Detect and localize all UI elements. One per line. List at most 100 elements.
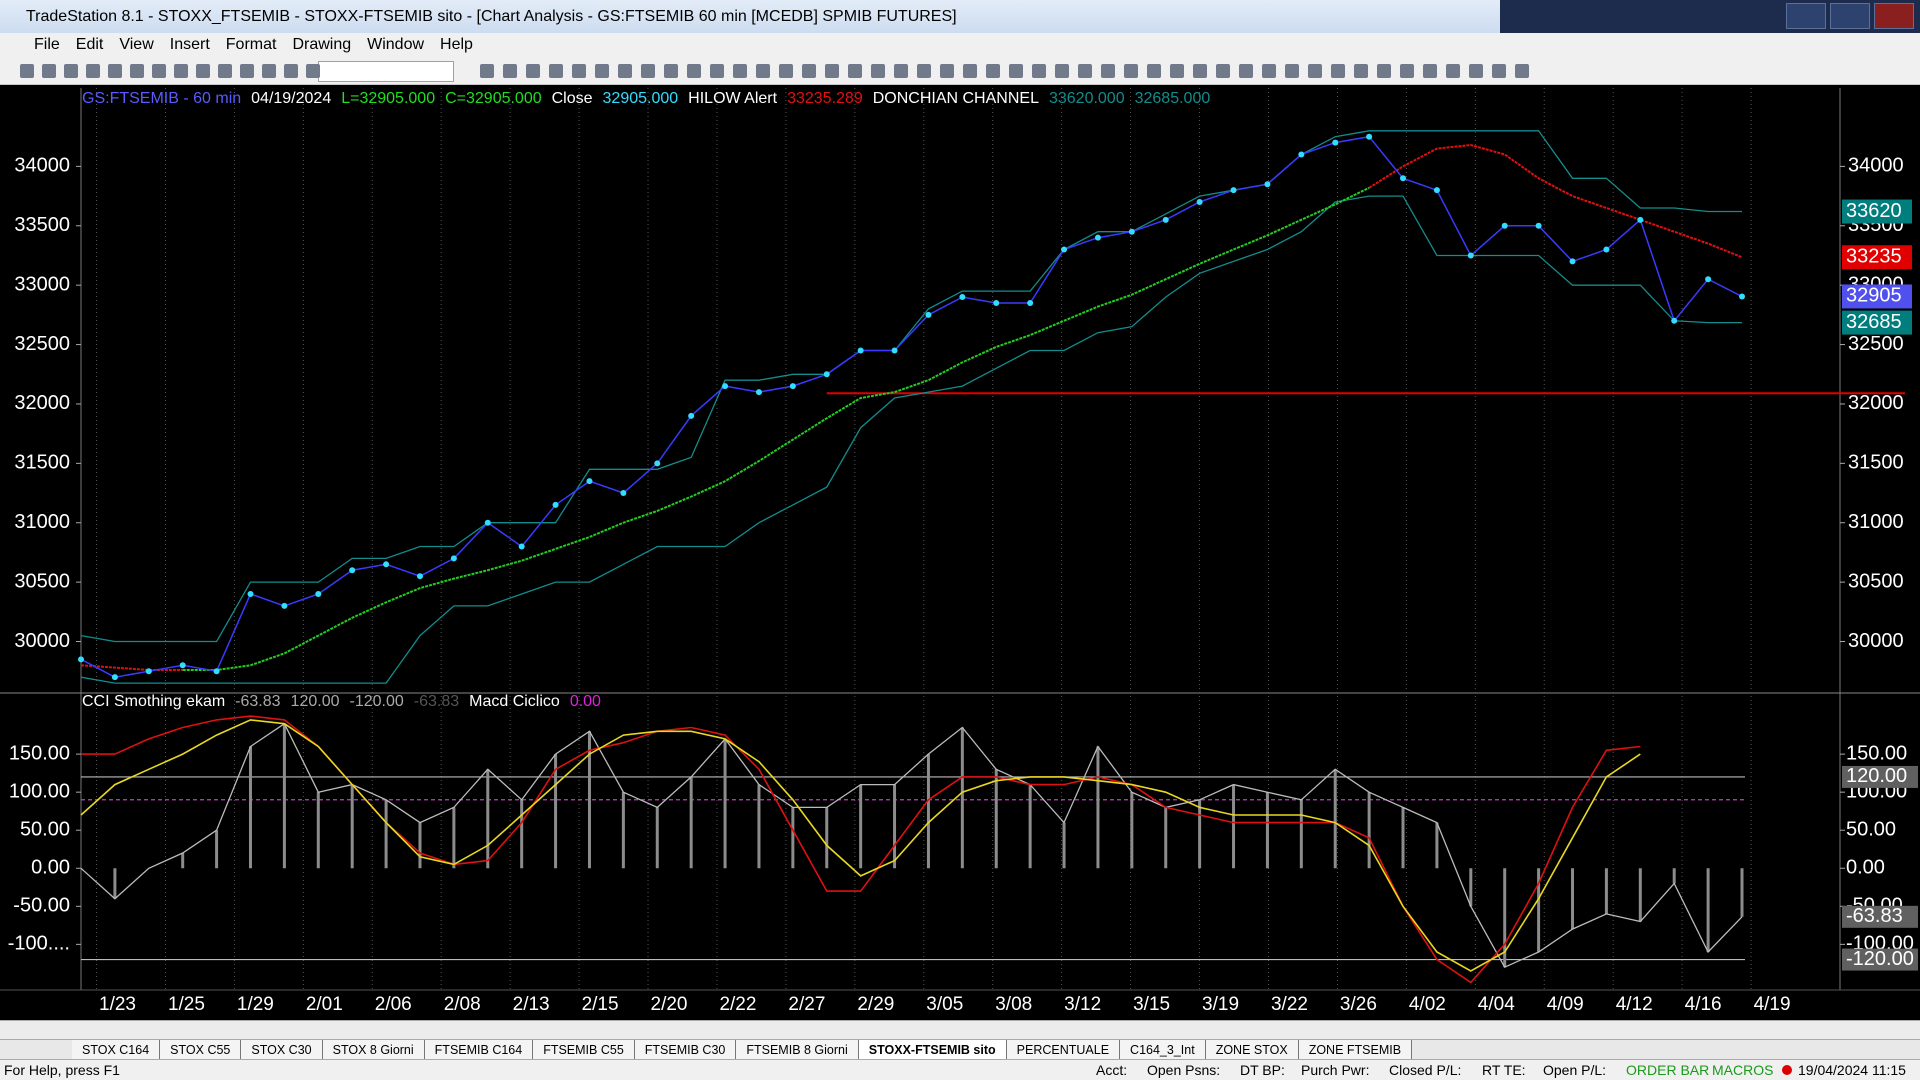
toolbar-icon[interactable] — [1492, 64, 1506, 78]
tab[interactable]: FTSEMIB 8 Giorni — [736, 1040, 859, 1060]
toolbar-icon[interactable] — [196, 64, 210, 78]
tab[interactable]: ZONE FTSEMIB — [1298, 1040, 1413, 1060]
toolbar-icon[interactable] — [963, 64, 977, 78]
toolbar-icon[interactable] — [641, 64, 655, 78]
toolbar-icon[interactable] — [1078, 64, 1092, 78]
close-point — [1603, 246, 1610, 253]
toolbar-icon[interactable] — [1446, 64, 1460, 78]
toolbar-icon[interactable] — [802, 64, 816, 78]
tab[interactable]: PERCENTUALE — [1006, 1040, 1121, 1060]
toolbar-icon[interactable] — [756, 64, 770, 78]
tab[interactable]: ZONE STOX — [1205, 1040, 1299, 1060]
tab[interactable]: STOXX-FTSEMIB sito — [858, 1040, 1007, 1060]
menu-item[interactable]: View — [119, 36, 154, 53]
toolbar-icon[interactable] — [1331, 64, 1345, 78]
histogram-bar — [1367, 792, 1371, 869]
toolbar-icon[interactable] — [733, 64, 747, 78]
tab[interactable]: STOX C164 — [72, 1040, 161, 1060]
close-point — [722, 383, 729, 390]
toolbar-icon[interactable] — [306, 64, 320, 78]
toolbar-icon[interactable] — [871, 64, 885, 78]
menu-item[interactable]: Window — [367, 36, 425, 53]
y-tick-label: 100.00 — [9, 780, 70, 802]
indicator-header: CCI Smothing ekam -63.83 120.00 -120.00 -63.… — [82, 693, 611, 711]
tab[interactable]: FTSEMIB C30 — [634, 1040, 737, 1060]
indicator-line — [80, 719, 1641, 972]
toolbar-icon[interactable] — [687, 64, 701, 78]
menu-item[interactable]: Help — [440, 36, 473, 53]
toolbar-icon[interactable] — [664, 64, 678, 78]
menu-item[interactable]: Format — [225, 36, 277, 53]
toolbar-icon[interactable] — [1009, 64, 1023, 78]
toolbar-icon[interactable] — [240, 64, 254, 78]
toolbar-icon[interactable] — [710, 64, 724, 78]
toolbar-icon[interactable] — [1262, 64, 1276, 78]
toolbar-icon[interactable] — [1354, 64, 1368, 78]
menu-item[interactable]: Edit — [75, 36, 104, 53]
y-tick-label: -100.... — [8, 933, 70, 955]
toolbar-icon[interactable] — [42, 64, 56, 78]
tab[interactable]: C164_3_Int — [1120, 1040, 1206, 1060]
menu-item[interactable]: File — [34, 36, 60, 53]
menu-item[interactable]: Drawing — [292, 36, 352, 53]
toolbar-icon[interactable] — [1400, 64, 1414, 78]
toolbar-icon[interactable] — [1308, 64, 1322, 78]
toolbar-icon[interactable] — [825, 64, 839, 78]
toolbar-icon[interactable] — [1101, 64, 1115, 78]
macros[interactable]: MACROS — [1712, 1062, 1774, 1078]
toolbar-icon[interactable] — [1515, 64, 1529, 78]
toolbar-icon[interactable] — [262, 64, 276, 78]
toolbar-icon[interactable] — [130, 64, 144, 78]
toolbar-icon[interactable] — [152, 64, 166, 78]
toolbar-icon[interactable] — [1423, 64, 1437, 78]
toolbar-icon[interactable] — [779, 64, 793, 78]
toolbar-icon[interactable] — [595, 64, 609, 78]
tab[interactable]: STOX C30 — [241, 1040, 323, 1060]
toolbar-icon[interactable] — [1216, 64, 1230, 78]
toolbar-icon[interactable] — [1469, 64, 1483, 78]
toolbar-icon[interactable] — [1124, 64, 1138, 78]
histogram-bar — [1028, 784, 1032, 869]
toolbar-icon[interactable] — [618, 64, 632, 78]
toolbar-icon[interactable] — [1055, 64, 1069, 78]
toolbar-icon[interactable] — [503, 64, 517, 78]
toolbar-icon[interactable] — [1239, 64, 1253, 78]
toolbar-icon[interactable] — [1032, 64, 1046, 78]
toolbar-icon[interactable] — [86, 64, 100, 78]
toolbar-icon[interactable] — [917, 64, 931, 78]
toolbar-icon[interactable] — [572, 64, 586, 78]
toolbar-icon[interactable] — [986, 64, 1000, 78]
toolbar-icon[interactable] — [174, 64, 188, 78]
order-bar[interactable]: ORDER BAR — [1626, 1062, 1710, 1078]
toolbar-icon[interactable] — [526, 64, 540, 78]
toolbar-icon[interactable] — [940, 64, 954, 78]
close-point — [1196, 199, 1203, 206]
x-tick-label: 2/13 — [513, 994, 550, 1015]
toolbar-icon[interactable] — [848, 64, 862, 78]
toolbar-icon[interactable] — [894, 64, 908, 78]
tab[interactable]: STOX C55 — [160, 1040, 242, 1060]
toolbar-icon[interactable] — [1193, 64, 1207, 78]
tab[interactable]: FTSEMIB C164 — [424, 1040, 534, 1060]
toolbar-icon[interactable] — [549, 64, 563, 78]
toolbar-icon[interactable] — [218, 64, 232, 78]
toolbar-icon[interactable] — [1285, 64, 1299, 78]
menu-item[interactable]: Insert — [169, 36, 210, 53]
symbol-combo[interactable] — [318, 61, 454, 82]
toolbar-icon[interactable] — [1170, 64, 1184, 78]
toolbar-icon[interactable] — [284, 64, 298, 78]
toolbar-icon[interactable] — [20, 64, 34, 78]
maximize-button[interactable] — [1830, 3, 1870, 29]
minimize-button[interactable] — [1786, 3, 1826, 29]
toolbar-icon[interactable] — [1147, 64, 1161, 78]
tab[interactable]: STOX 8 Giorni — [322, 1040, 425, 1060]
close-button[interactable] — [1874, 3, 1914, 29]
hilow-alert-line — [182, 186, 1370, 671]
tab[interactable]: FTSEMIB C55 — [533, 1040, 635, 1060]
scrollbar[interactable] — [0, 1020, 1920, 1039]
toolbar-icon[interactable] — [480, 64, 494, 78]
toolbar-icon[interactable] — [1377, 64, 1391, 78]
histogram-bar — [621, 792, 625, 869]
toolbar-icon[interactable] — [64, 64, 78, 78]
toolbar-icon[interactable] — [108, 64, 122, 78]
